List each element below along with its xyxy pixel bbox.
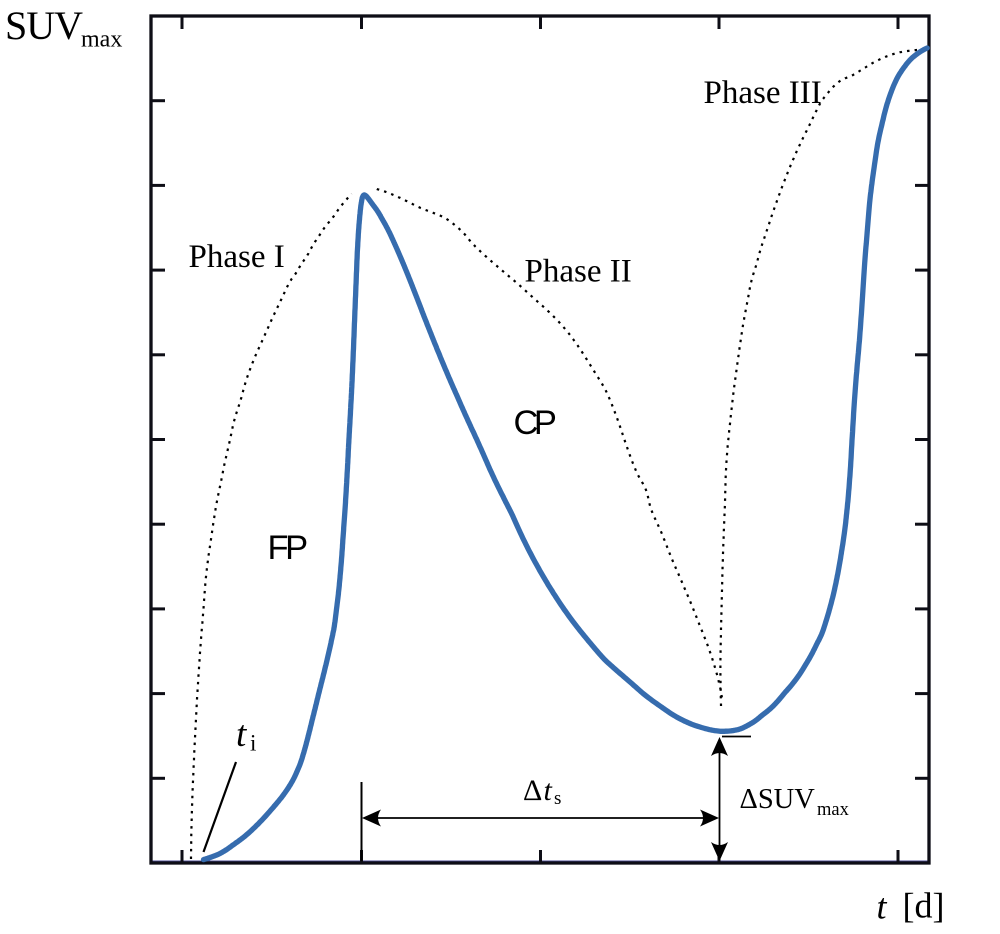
- svg-text:[d]: [d]: [903, 886, 945, 926]
- svg-text:FP: FP: [268, 529, 308, 567]
- svg-text:Δ: Δ: [523, 774, 542, 807]
- svg-text:i: i: [250, 731, 256, 756]
- svg-text:ΔSUV: ΔSUV: [740, 784, 816, 815]
- svg-text:t: t: [236, 714, 248, 755]
- svg-text:max: max: [817, 800, 850, 820]
- svg-text:Phase I: Phase I: [189, 239, 285, 275]
- svg-text:s: s: [554, 788, 561, 809]
- svg-text:SUV: SUV: [5, 3, 83, 48]
- svg-text:max: max: [81, 27, 122, 53]
- svg-text:Phase III: Phase III: [704, 75, 822, 111]
- svg-text:t: t: [544, 774, 553, 807]
- svg-text:t: t: [877, 887, 888, 927]
- svg-text:CP: CP: [514, 404, 556, 442]
- svg-text:Phase II: Phase II: [525, 254, 632, 290]
